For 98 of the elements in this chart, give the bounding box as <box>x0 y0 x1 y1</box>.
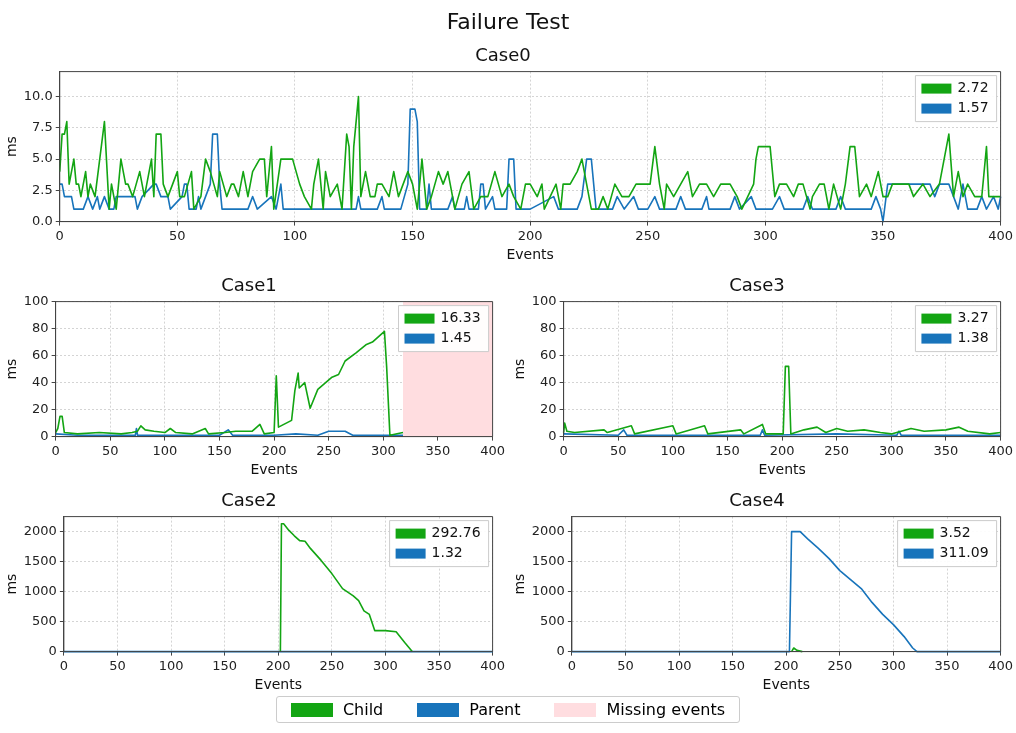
x-axis-title: Events <box>758 461 806 478</box>
x-tick-label: 150 <box>207 442 232 458</box>
y-tick-label: 500 <box>540 612 565 628</box>
y-tick-label: 500 <box>32 612 57 628</box>
x-tick-label: 50 <box>609 442 627 458</box>
y-tick-label: 20 <box>540 400 557 416</box>
x-tick-label: 250 <box>316 442 342 458</box>
x-tick-label: 400 <box>480 442 506 458</box>
x-tick-label: 250 <box>827 657 853 673</box>
legend-label: 1.32 <box>431 544 463 561</box>
x-tick-label: 250 <box>635 227 661 243</box>
x-tick-label: 200 <box>261 442 287 458</box>
x-tick-label: 50 <box>617 657 634 673</box>
y-tick-label: 2.5 <box>32 181 53 197</box>
legend-label: 2.72 <box>957 79 989 96</box>
x-tick-label: 300 <box>881 657 906 673</box>
y-tick-label: 2000 <box>23 522 57 538</box>
x-tick-label: 400 <box>480 657 506 673</box>
x-tick-label: 50 <box>169 227 186 243</box>
y-tick-label: 100 <box>23 292 49 308</box>
x-axis-title: Events <box>506 246 554 263</box>
x-tick-label: 150 <box>715 442 740 458</box>
y-tick-label: 40 <box>32 373 49 389</box>
legend-label: 3.27 <box>957 309 989 326</box>
y-tick-label: 100 <box>531 292 557 308</box>
x-tick-label: 300 <box>752 227 778 243</box>
chart-title: Case0 <box>475 44 531 66</box>
y-axis-title: ms <box>3 358 20 380</box>
y-tick-label: 5.0 <box>32 150 53 166</box>
x-tick-label: 300 <box>878 442 904 458</box>
y-tick-label: 60 <box>32 346 49 362</box>
y-tick-label: 1000 <box>23 582 57 598</box>
y-tick-label: 2000 <box>531 522 565 538</box>
x-tick-label: 100 <box>666 657 692 673</box>
x-tick-label: 150 <box>400 227 425 243</box>
x-tick-label: 150 <box>212 657 238 673</box>
chart-title: Case4 <box>729 489 785 511</box>
chart-title: Case2 <box>221 489 277 511</box>
y-tick-label: 0.0 <box>32 212 53 228</box>
chart-title: Case3 <box>729 274 785 296</box>
y-tick-label: 0 <box>40 427 49 443</box>
x-tick-label: 100 <box>158 657 184 673</box>
legend-label: 16.33 <box>440 309 481 326</box>
legend-label: 1.38 <box>957 329 989 346</box>
x-tick-label: 200 <box>517 227 543 243</box>
y-tick-label: 1000 <box>531 582 565 598</box>
legend-label: 1.57 <box>957 99 989 116</box>
x-axis-title: Events <box>254 676 302 693</box>
chart-title: Case1 <box>221 274 277 296</box>
y-tick-label: 40 <box>540 373 557 389</box>
y-tick-label: 1500 <box>531 552 565 568</box>
x-tick-label: 0 <box>567 657 577 673</box>
x-tick-label: 250 <box>319 657 345 673</box>
x-tick-label: 250 <box>824 442 850 458</box>
x-tick-label: 400 <box>988 657 1014 673</box>
y-axis-title: ms <box>3 136 20 158</box>
y-tick-label: 0 <box>556 642 565 658</box>
y-axis-title: ms <box>511 573 528 595</box>
text: Parent <box>469 700 521 719</box>
y-tick-label: 20 <box>32 400 49 416</box>
x-tick-label: 200 <box>265 657 291 673</box>
x-tick-label: 100 <box>282 227 308 243</box>
x-tick-label: 200 <box>769 442 795 458</box>
x-tick-label: 150 <box>720 657 746 673</box>
x-tick-label: 350 <box>934 657 960 673</box>
x-tick-label: 100 <box>152 442 178 458</box>
x-axis-title: Events <box>762 676 810 693</box>
x-tick-label: 50 <box>109 657 126 673</box>
x-tick-label: 350 <box>933 442 959 458</box>
y-axis-title: ms <box>511 358 528 380</box>
x-tick-label: 300 <box>370 442 396 458</box>
x-tick-label: 300 <box>373 657 398 673</box>
x-axis-title: Events <box>250 461 298 478</box>
text: Failure Test <box>445 8 571 36</box>
x-tick-label: 200 <box>773 657 799 673</box>
x-tick-label: 350 <box>426 657 452 673</box>
x-tick-label: 400 <box>988 227 1014 243</box>
x-tick-label: 350 <box>870 227 896 243</box>
legend-label: 311.09 <box>939 544 989 561</box>
legend-label: 292.76 <box>431 524 481 541</box>
y-tick-label: 0 <box>548 427 557 443</box>
y-tick-label: 0 <box>48 642 57 658</box>
text: Child <box>342 700 384 719</box>
x-tick-label: 0 <box>59 657 69 673</box>
y-tick-label: 60 <box>540 346 557 362</box>
y-axis-title: ms <box>3 573 20 595</box>
x-tick-label: 100 <box>660 442 686 458</box>
x-tick-label: 50 <box>101 442 119 458</box>
x-tick-label: 350 <box>425 442 451 458</box>
x-tick-label: 400 <box>988 442 1014 458</box>
text: Missing events <box>606 700 726 719</box>
y-tick-label: 80 <box>540 319 557 335</box>
legend-label: 1.45 <box>440 329 472 346</box>
legend-label: 3.52 <box>939 524 971 541</box>
y-tick-label: 1500 <box>23 552 57 568</box>
y-tick-label: 7.5 <box>32 119 53 135</box>
y-tick-label: 80 <box>32 319 49 335</box>
y-tick-label: 10.0 <box>23 87 53 103</box>
